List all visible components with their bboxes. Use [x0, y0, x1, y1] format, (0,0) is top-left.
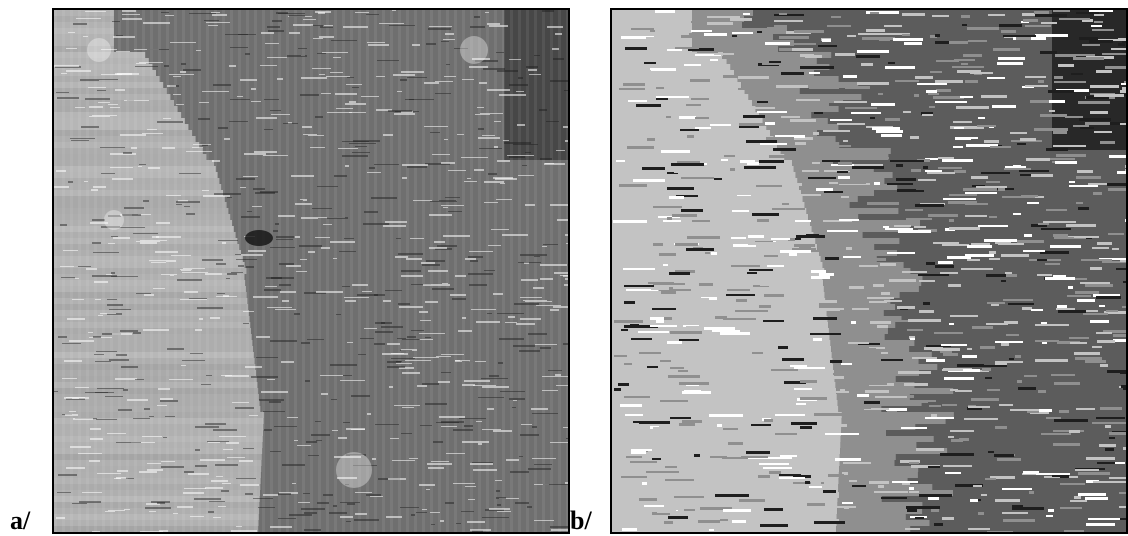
panel-b-image: [612, 10, 1126, 532]
panel-a-micrograph: [52, 8, 570, 534]
panel-a-image: [54, 10, 568, 532]
panel-b-label: b/: [570, 506, 592, 535]
panel-b-segmented-image: [610, 8, 1128, 534]
panel-a-label: a/: [10, 506, 31, 535]
